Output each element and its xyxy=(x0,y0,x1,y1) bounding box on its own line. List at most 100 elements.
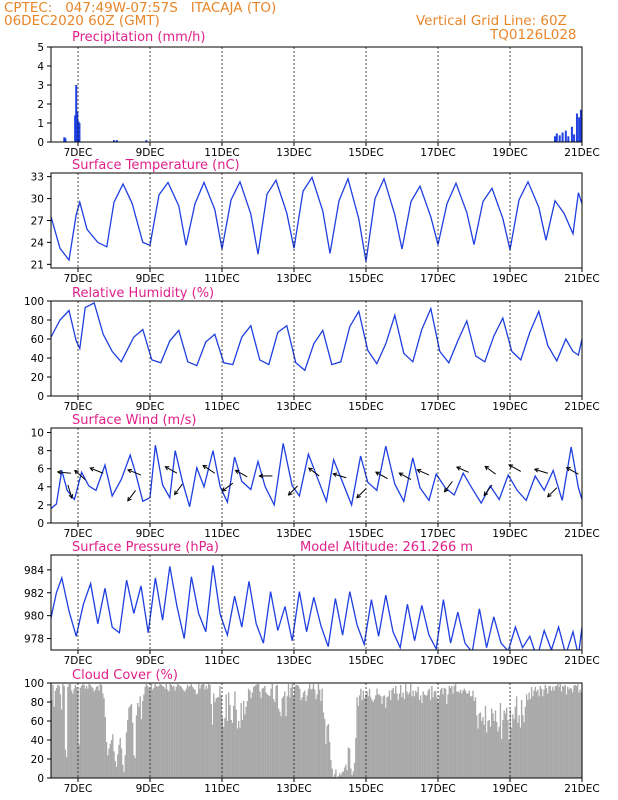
x-tick-label: 15DEC xyxy=(348,273,383,285)
cloud-bar xyxy=(100,684,103,778)
wind-arrow xyxy=(202,465,216,474)
x-tick-label: 9DEC xyxy=(136,783,165,795)
cloud-bar xyxy=(401,697,403,778)
cloud-bar xyxy=(223,726,225,778)
cloud-bar xyxy=(386,697,388,778)
cloud-bar xyxy=(533,690,535,778)
cloud-bar xyxy=(155,685,158,778)
cloud-bar xyxy=(429,700,432,778)
y-tick-label: 27 xyxy=(31,216,44,228)
y-tick-label: 10 xyxy=(31,428,44,440)
cloud-bar xyxy=(134,758,136,778)
cloud-bar xyxy=(141,701,144,778)
cloud-bar xyxy=(387,696,389,778)
cloud-bar xyxy=(322,712,325,778)
wind-arrow xyxy=(375,471,388,480)
cloud-bar xyxy=(103,698,105,778)
x-tick-label: 7DEC xyxy=(64,783,93,795)
cloud-bar xyxy=(356,697,358,778)
precip-bar xyxy=(573,134,576,142)
header-date: 06DEC2020 60Z (GMT) xyxy=(4,13,160,29)
cloud-bar xyxy=(173,685,175,778)
cloud-bar xyxy=(523,722,525,778)
panel-annotation: Model Altitude: 261.266 m xyxy=(300,540,473,555)
cloud-bar xyxy=(292,695,295,778)
cloud-bar xyxy=(62,684,64,778)
cloud-bar xyxy=(421,703,423,778)
y-tick-label: 982 xyxy=(24,588,44,600)
cloud-bar xyxy=(539,685,542,778)
cloud-bar xyxy=(408,692,411,778)
cloud-bar xyxy=(195,694,197,778)
cloud-bar xyxy=(483,724,485,778)
cloud-bar xyxy=(550,690,553,778)
precip-bar xyxy=(63,137,66,142)
y-tick-label: 40 xyxy=(31,735,44,747)
y-tick-label: 24 xyxy=(31,237,45,249)
cloud-bar xyxy=(318,689,321,778)
cloud-bar xyxy=(358,695,361,778)
cloud-bar xyxy=(479,712,482,778)
y-tick-label: 60 xyxy=(31,334,44,346)
cloud-bar xyxy=(367,696,370,778)
panel-frame xyxy=(50,682,583,779)
cloud-bar xyxy=(113,751,115,778)
cloud-bar xyxy=(153,687,155,778)
wind-arrow xyxy=(483,484,493,496)
cloud-bar xyxy=(380,696,382,778)
precip-bar xyxy=(554,136,556,142)
y-tick-label: 1 xyxy=(37,118,44,130)
cloud-bar xyxy=(397,700,399,778)
cloud-bar xyxy=(256,684,259,778)
cloud-bar xyxy=(158,685,160,778)
cloud-bar xyxy=(482,717,484,778)
cloud-bar xyxy=(493,721,495,778)
cloud-bar xyxy=(474,697,477,778)
cloud-bar xyxy=(453,685,456,778)
cloud-bar xyxy=(554,685,556,778)
cloud-bar xyxy=(124,755,126,778)
cloud-bar xyxy=(481,721,483,778)
cloud-bar xyxy=(125,732,128,778)
cloud-bar xyxy=(284,691,286,778)
cloud-bar xyxy=(464,690,467,778)
cloud-bar xyxy=(491,708,493,778)
cloud-bar xyxy=(347,747,350,778)
wind-arrow-head xyxy=(565,467,571,472)
wind-arrow-head xyxy=(307,467,313,472)
cloud-bar xyxy=(309,684,311,778)
cloud-bar xyxy=(53,706,55,778)
cloud-bar xyxy=(135,715,138,778)
cloud-bar xyxy=(402,692,404,778)
y-tick-label: 0 xyxy=(37,391,44,403)
cloud-bar xyxy=(396,693,398,778)
cloud-bar xyxy=(366,691,368,778)
cloud-bar xyxy=(579,689,581,778)
cloud-bar xyxy=(519,727,522,778)
cloud-bar xyxy=(69,684,72,778)
cloud-bar xyxy=(150,684,153,778)
cloud-bar xyxy=(412,690,414,778)
cloud-bar xyxy=(54,690,57,778)
cloud-bar xyxy=(231,722,234,778)
wind-arrow xyxy=(444,481,453,493)
cloud-bar xyxy=(350,768,352,778)
cloud-bar xyxy=(417,686,419,778)
cloud-bar xyxy=(549,685,551,778)
wind-arrow-head xyxy=(127,496,132,502)
precip-bar xyxy=(78,123,81,142)
cloud-bar xyxy=(306,695,308,778)
panel-0: Precipitation (mm/h) 0 1 2 3 4 5 7DEC 9DEC 11DEC 1… xyxy=(37,30,599,159)
x-tick-label: 7DEC xyxy=(64,273,93,285)
cloud-bar xyxy=(185,688,188,778)
cloud-bar xyxy=(215,698,217,778)
cloud-bar xyxy=(114,760,116,778)
cloud-bar xyxy=(452,693,454,778)
panel-2: Relative Humidity (%) 0 20 40 60 80 100 7DEC 9DE… xyxy=(24,286,600,413)
cloud-bar xyxy=(58,685,60,778)
cloud-bar xyxy=(259,691,261,778)
panel-frame xyxy=(50,300,583,397)
cloud-bar xyxy=(164,688,166,778)
cloud-bar xyxy=(562,685,564,778)
precip-bar xyxy=(77,121,80,142)
